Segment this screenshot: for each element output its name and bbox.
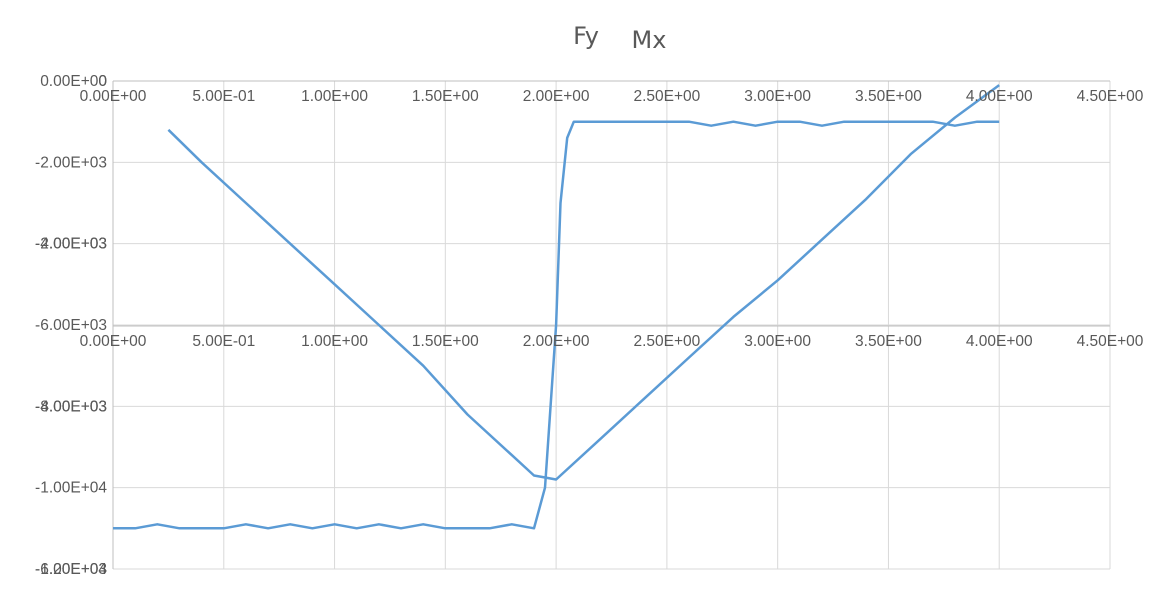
- x-tick-label: 5.00E-01: [192, 333, 255, 350]
- x-tick-label: 4.50E+00: [1077, 88, 1144, 105]
- series-line-fy: [113, 120, 1000, 530]
- y-tick-label: -6.00E+03: [35, 561, 107, 578]
- x-tick-label: 2.50E+00: [633, 88, 700, 105]
- y-tick-label: -2.00E+03: [35, 236, 107, 253]
- y-tick-label: -4.00E+03: [35, 236, 107, 253]
- x-tick-label: 5.00E-01: [192, 88, 255, 105]
- x-tick-label: 4.00E+00: [966, 88, 1033, 105]
- x-tick-label: 0.00E+00: [80, 88, 147, 105]
- x-tick-label: 0.00E+00: [80, 333, 147, 350]
- y-tick-label: -1.00E+04: [35, 480, 107, 497]
- chart-title-fy: Fy: [573, 22, 599, 50]
- series-layer: [113, 84, 1000, 530]
- grid-layer: [112, 80, 1111, 570]
- label-layer: 0.00E+00 5.00E-01 1.00E+00 1.50E+00 2.00E+00…: [35, 73, 1144, 578]
- y-tick-label: -6.00E+03: [35, 317, 107, 334]
- y-tick-label: -4.00E+03: [35, 398, 107, 415]
- x-tick-label: 2.00E+00: [523, 333, 590, 350]
- x-tick-label: 4.00E+00: [966, 333, 1033, 350]
- x-tick-label: 4.50E+00: [1077, 333, 1144, 350]
- y-tick-label: -1.20E+04: [35, 561, 107, 578]
- x-tick-label: 1.00E+00: [301, 333, 368, 350]
- chart-title-mx: Mx: [632, 26, 667, 54]
- x-tick-label: 1.00E+00: [301, 88, 368, 105]
- x-tick-label: 3.50E+00: [855, 333, 922, 350]
- y-tick-label: -2.00E+03: [35, 154, 107, 171]
- x-tick-label: 1.50E+00: [412, 88, 479, 105]
- y-tick-label: 0: [98, 73, 107, 90]
- series-line-mx: [167, 84, 1000, 481]
- x-tick-label: 2.50E+00: [633, 333, 700, 350]
- axis-layer: [112, 80, 1110, 569]
- x-tick-label: 3.00E+00: [744, 88, 811, 105]
- x-tick-label: 3.00E+00: [744, 333, 811, 350]
- y-tick-label: 0.00E+00: [40, 73, 107, 90]
- x-tick-label: 3.50E+00: [855, 88, 922, 105]
- y-tick-label: -8.00E+03: [35, 398, 107, 415]
- x-tick-label: 2.00E+00: [523, 88, 590, 105]
- x-tick-label: 1.50E+00: [412, 333, 479, 350]
